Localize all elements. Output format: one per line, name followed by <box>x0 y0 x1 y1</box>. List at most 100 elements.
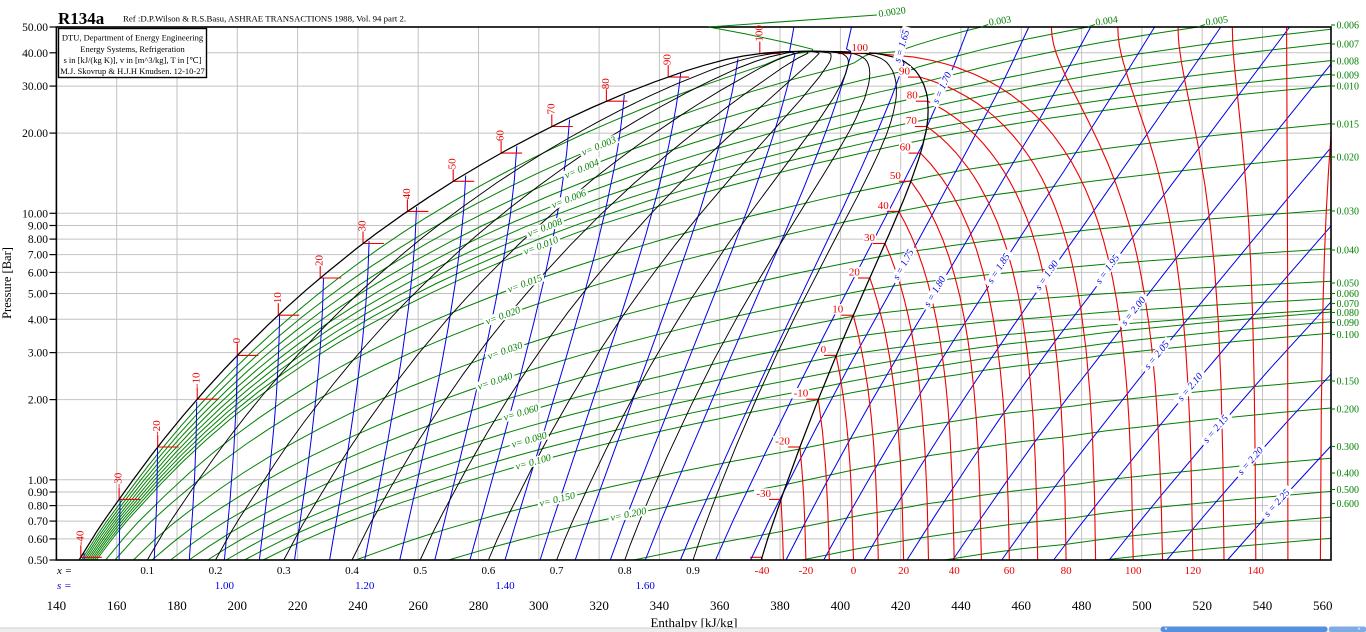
svg-text:0.010: 0.010 <box>1337 82 1360 93</box>
svg-text:0.004: 0.004 <box>1095 14 1119 28</box>
svg-text:0.080: 0.080 <box>1337 308 1360 319</box>
svg-text:0.3: 0.3 <box>277 565 291 577</box>
svg-text:40: 40 <box>878 200 890 212</box>
svg-text:1.00: 1.00 <box>28 475 48 487</box>
svg-text:50.00: 50.00 <box>22 22 48 34</box>
svg-text:0.60: 0.60 <box>28 534 48 546</box>
svg-text:180: 180 <box>167 598 187 613</box>
svg-text:320: 320 <box>589 598 609 613</box>
svg-text:R134a: R134a <box>58 9 105 28</box>
svg-text:260: 260 <box>408 598 428 613</box>
svg-text:400: 400 <box>831 598 851 613</box>
svg-text:80: 80 <box>907 90 919 102</box>
svg-text:0.2: 0.2 <box>209 565 223 577</box>
svg-text:-10: -10 <box>191 372 203 387</box>
svg-text:420: 420 <box>891 598 911 613</box>
svg-text:0: 0 <box>231 337 243 343</box>
svg-text:0.090: 0.090 <box>1337 318 1360 329</box>
svg-text:2.00: 2.00 <box>28 395 48 407</box>
svg-text:0.008: 0.008 <box>1337 57 1360 68</box>
svg-text:4.00: 4.00 <box>28 314 48 326</box>
svg-text:70: 70 <box>906 115 918 127</box>
svg-text:10.00: 10.00 <box>22 208 48 220</box>
svg-text:560: 560 <box>1313 598 1333 613</box>
svg-text:0.070: 0.070 <box>1337 299 1360 310</box>
svg-text:520: 520 <box>1192 598 1212 613</box>
svg-text:20.00: 20.00 <box>22 128 48 140</box>
svg-text:0.003: 0.003 <box>988 14 1012 28</box>
svg-text:s in [kJ/(kg K)], v in [m^3/kg: s in [kJ/(kg K)], v in [m^3/kg], T in [℃… <box>63 55 201 65</box>
svg-text:0.70: 0.70 <box>28 516 48 528</box>
svg-text:380: 380 <box>770 598 790 613</box>
svg-text:0.005: 0.005 <box>1205 14 1229 28</box>
svg-text:160: 160 <box>107 598 127 613</box>
svg-text:0.9: 0.9 <box>686 565 700 577</box>
svg-text:460: 460 <box>1012 598 1032 613</box>
svg-text:0.009: 0.009 <box>1337 71 1360 82</box>
svg-text:0: 0 <box>821 344 827 356</box>
svg-text:120: 120 <box>1185 565 1202 577</box>
svg-text:1.40: 1.40 <box>495 580 515 592</box>
svg-text:-30: -30 <box>113 472 125 487</box>
svg-text:Ref :D.P.Wilson & R.S.Basu, AS: Ref :D.P.Wilson & R.S.Basu, ASHRAE TRANS… <box>123 14 406 24</box>
svg-text:140: 140 <box>47 598 67 613</box>
svg-text:-40: -40 <box>755 565 770 577</box>
svg-text:0.600: 0.600 <box>1337 499 1360 510</box>
svg-text:10: 10 <box>832 304 844 316</box>
svg-text:10: 10 <box>272 292 284 304</box>
svg-text:0.0020: 0.0020 <box>878 5 907 20</box>
svg-text:0.060: 0.060 <box>1337 289 1360 300</box>
svg-text:s =: s = <box>57 580 71 592</box>
svg-text:0.050: 0.050 <box>1337 279 1360 290</box>
svg-text:240: 240 <box>348 598 368 613</box>
svg-text:200: 200 <box>228 598 248 613</box>
svg-text:0.200: 0.200 <box>1337 405 1360 416</box>
svg-text:0.300: 0.300 <box>1337 442 1360 453</box>
svg-text:5.00: 5.00 <box>28 289 48 301</box>
svg-text:7.00: 7.00 <box>28 250 48 262</box>
svg-text:220: 220 <box>288 598 308 613</box>
svg-text:0.015: 0.015 <box>1337 120 1360 131</box>
svg-text:280: 280 <box>469 598 489 613</box>
svg-text:70: 70 <box>545 103 557 115</box>
svg-text:Pressure [Bar]: Pressure [Bar] <box>0 247 14 319</box>
svg-text:0.5: 0.5 <box>413 565 427 577</box>
svg-text:40: 40 <box>401 188 413 200</box>
svg-text:-40: -40 <box>74 530 86 545</box>
svg-text:30: 30 <box>864 232 876 244</box>
svg-text:6.00: 6.00 <box>28 267 48 279</box>
svg-text:60: 60 <box>1004 565 1016 577</box>
svg-text:0.4: 0.4 <box>345 565 359 577</box>
svg-text:0.400: 0.400 <box>1337 469 1360 480</box>
svg-text:500: 500 <box>1132 598 1152 613</box>
svg-text:20: 20 <box>849 267 861 279</box>
svg-text:-30: -30 <box>756 488 771 500</box>
svg-text:80: 80 <box>600 78 612 90</box>
svg-text:0.8: 0.8 <box>618 565 632 577</box>
svg-text:140: 140 <box>1248 565 1265 577</box>
svg-text:0.007: 0.007 <box>1337 40 1360 51</box>
svg-text:100: 100 <box>1125 565 1142 577</box>
svg-text:0.1: 0.1 <box>140 565 154 577</box>
svg-text:0.6: 0.6 <box>482 565 496 577</box>
svg-text:60: 60 <box>900 142 912 154</box>
svg-text:M.J. Skovrup & H.J.H Knudsen.: M.J. Skovrup & H.J.H Knudsen. 12-10-27 <box>60 66 205 76</box>
svg-text:540: 540 <box>1253 598 1273 613</box>
svg-text:0.7: 0.7 <box>550 565 564 577</box>
svg-text:x =: x = <box>56 565 72 577</box>
svg-text:3.00: 3.00 <box>28 348 48 360</box>
svg-text:-10: -10 <box>794 388 809 400</box>
svg-text:0.006: 0.006 <box>1337 21 1360 32</box>
svg-text:1.60: 1.60 <box>636 580 656 592</box>
svg-text:DTU, Department of Energy Engi: DTU, Department of Energy Engineering <box>62 33 204 43</box>
svg-text:90: 90 <box>899 66 911 78</box>
svg-text:0.500: 0.500 <box>1337 485 1360 496</box>
svg-text:0.040: 0.040 <box>1337 246 1360 257</box>
svg-text:30.00: 30.00 <box>22 81 48 93</box>
svg-text:40: 40 <box>949 565 961 577</box>
svg-text:0.020: 0.020 <box>1337 153 1360 164</box>
svg-text:Energy Systems, Refrigeration: Energy Systems, Refrigeration <box>80 44 185 54</box>
svg-text:0.030: 0.030 <box>1337 207 1360 218</box>
svg-text:Enthalpy [kJ/kg]: Enthalpy [kJ/kg] <box>650 615 737 630</box>
svg-text:300: 300 <box>529 598 549 613</box>
